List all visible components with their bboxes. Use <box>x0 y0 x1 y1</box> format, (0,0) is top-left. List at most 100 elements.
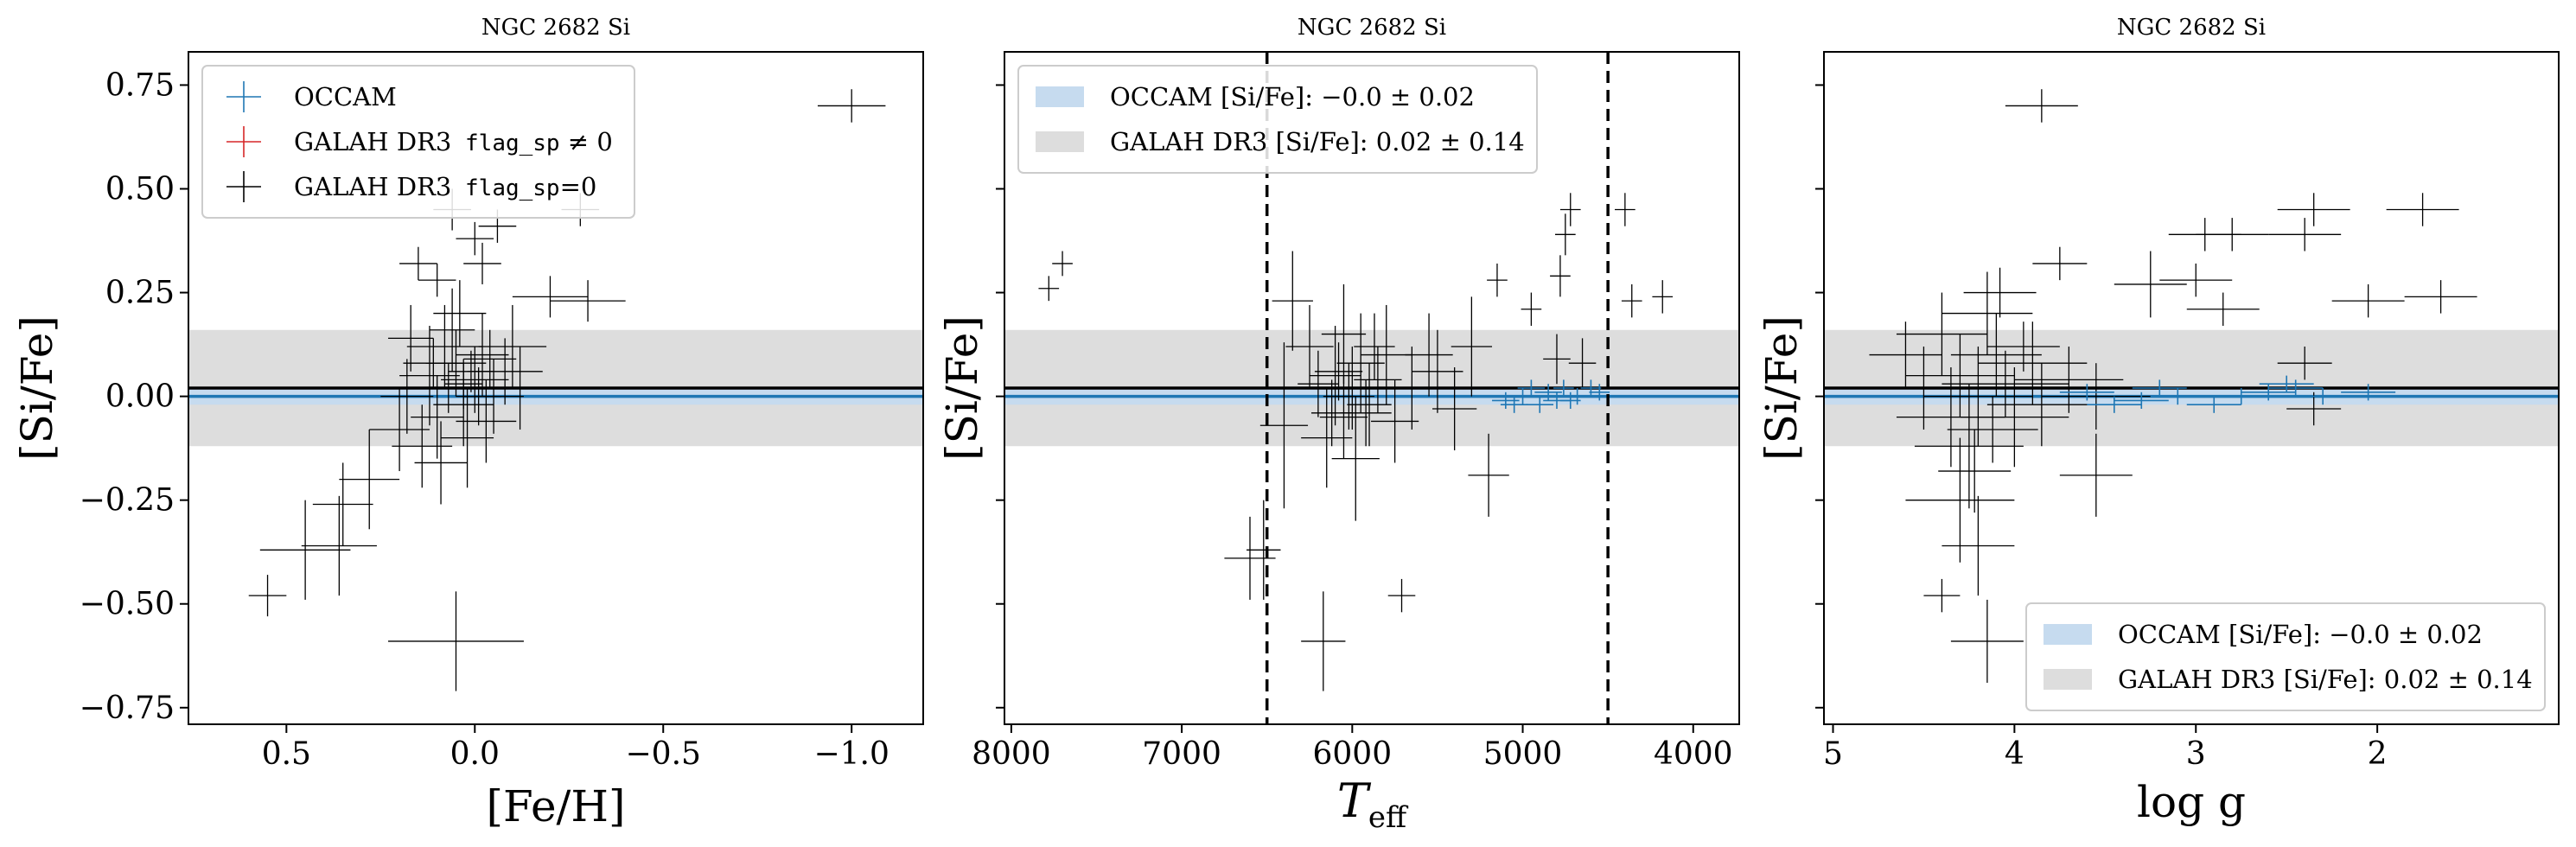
galah-point <box>1615 193 1636 226</box>
x-tick-label: 2 <box>2368 736 2388 772</box>
galah-point <box>388 304 434 372</box>
x-axis-label-main: T <box>1337 774 1372 828</box>
legend-box <box>201 65 635 219</box>
galah-point <box>1354 313 1395 380</box>
plot-frame <box>1004 51 1740 725</box>
galah-point <box>463 329 517 388</box>
data-points-layer <box>248 89 886 691</box>
galah-point <box>406 304 482 388</box>
y-tick-label: 0.50 <box>105 171 175 207</box>
occam-point <box>2295 388 2350 405</box>
galah-point <box>441 388 494 488</box>
plot-frame <box>1823 51 2560 725</box>
axes-layer: 0.5 0.0 −0.5 −1.0 0.75 0.50 0.25 0.00 −0.25 −0.50… <box>80 51 924 772</box>
data-points-layer <box>1038 193 1674 691</box>
galah-point <box>1950 599 2024 683</box>
galah-point <box>1314 342 1363 401</box>
x-axis-label: log g <box>2137 777 2246 827</box>
legend-label: OCCAM [Si/Fe]: −0.0 ± 0.02 <box>1110 82 1475 111</box>
galah-point <box>1905 437 2015 563</box>
galah-point <box>388 591 524 691</box>
galah-point <box>2286 392 2342 426</box>
x-tick-label: 4000 <box>1654 736 1733 772</box>
galah-point <box>550 280 626 322</box>
legend-label-flag: flag_sp <box>451 131 559 156</box>
legend-swatch <box>1036 86 1084 107</box>
galah-point <box>1310 379 1353 447</box>
galah-point <box>1405 313 1453 397</box>
galah-point <box>512 276 589 318</box>
galah-point <box>418 263 456 297</box>
occam-point <box>1500 396 1528 413</box>
galah-point <box>1521 292 1542 326</box>
galah-point <box>2186 292 2260 326</box>
x-tick-label: 5 <box>1823 736 1843 772</box>
legend-box <box>1017 65 1538 174</box>
legend-label-text: GALAH DR3 <box>294 172 451 201</box>
occam-point <box>2114 392 2169 410</box>
occam-point <box>1526 396 1554 413</box>
galah-point <box>1914 384 2024 509</box>
galah-point <box>399 325 460 426</box>
galah-point <box>456 313 509 397</box>
galah-point <box>312 462 373 546</box>
occam-point <box>2214 388 2269 405</box>
galah-point <box>259 500 351 600</box>
legend-label-text: OCCAM <box>294 82 397 111</box>
galah-point <box>2059 433 2133 517</box>
y-axis-label: [Si/Fe] <box>1757 315 1807 461</box>
galah-point <box>2041 363 2151 430</box>
galah-point <box>2386 193 2459 226</box>
galah-point <box>1038 276 1060 302</box>
galah-point <box>1942 271 2033 355</box>
x-tick-label: 4 <box>2005 736 2024 772</box>
legend-swatch <box>2044 669 2092 690</box>
galah-point <box>2032 246 2088 281</box>
galah-point <box>1301 388 1353 488</box>
x-axis-label-subscript: eff <box>1368 800 1409 835</box>
galah-point <box>2404 280 2477 314</box>
x-tick-label: 7000 <box>1142 736 1221 772</box>
panel-title: NGC 2682 Si <box>1298 15 1446 41</box>
galah-point <box>456 221 494 256</box>
galah-point <box>1559 193 1581 226</box>
galah-point <box>1285 304 1334 388</box>
galah-point <box>1387 346 1436 430</box>
galah-point <box>1321 283 1367 385</box>
galah-point <box>1361 304 1412 405</box>
legend-label: OCCAM [Si/Fe]: −0.0 ± 0.02 <box>2118 620 2483 649</box>
galah-point <box>1432 366 1477 451</box>
galah-point <box>444 359 482 410</box>
galah-point <box>399 246 437 281</box>
galah-point <box>433 280 487 347</box>
y-tick-label: 0.00 <box>105 379 175 415</box>
galah-point <box>1950 313 2042 397</box>
legend-box <box>2025 602 2546 711</box>
panel-feh: 0.5 0.0 −0.5 −1.0 0.75 0.50 0.25 0.00 −0.25 −0.50… <box>12 15 924 831</box>
galah-point <box>1331 396 1380 521</box>
galah-point <box>1942 495 2015 596</box>
x-tick-label: 0.0 <box>450 736 500 772</box>
occam-point <box>2268 379 2324 397</box>
galah-point <box>1224 516 1276 600</box>
galah-point <box>411 375 464 459</box>
legend-label: GALAH DR3 [Si/Fe]: 0.02 ± 0.14 <box>2118 665 2533 694</box>
panel-title: NGC 2682 Si <box>2117 15 2266 41</box>
legend: OCCAM [Si/Fe]: −0.0 ± 0.02 GALAH DR3 [Si/… <box>2025 602 2546 711</box>
legend-label-flag: flag_sp <box>451 175 559 201</box>
galah-point <box>1568 338 1597 388</box>
legend-entry: OCCAM [Si/Fe]: −0.0 ± 0.02 <box>2044 620 2483 649</box>
galah-point <box>1869 346 1979 430</box>
galah-point <box>456 366 501 426</box>
galah-point <box>248 575 287 617</box>
legend-entry: OCCAM <box>226 81 397 112</box>
galah-point <box>1963 267 2037 318</box>
galah-point <box>1621 283 1642 318</box>
axes-layer: 8000 7000 6000 5000 4000 <box>972 51 1740 772</box>
legend-label-text: GALAH DR3 [Si/Fe]: 0.02 ± 0.14 <box>1110 127 1525 156</box>
y-tick-label: 0.25 <box>105 276 175 311</box>
galah-point <box>1550 255 1571 297</box>
galah-point <box>1555 213 1576 256</box>
